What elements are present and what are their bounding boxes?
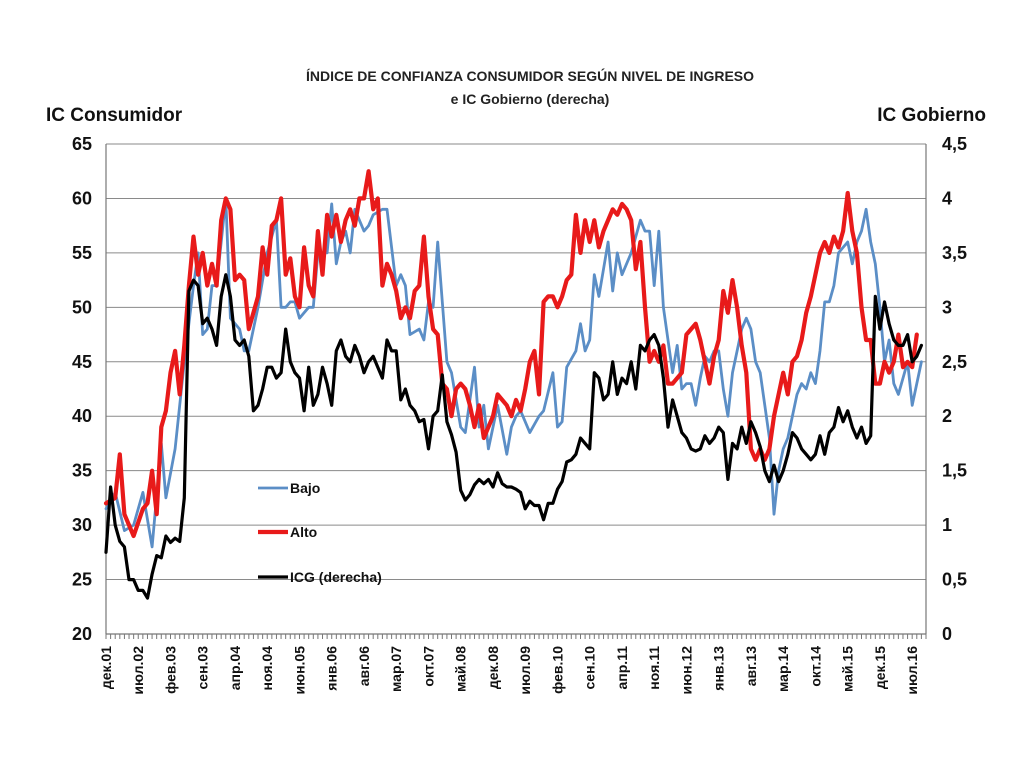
series-lines	[103, 169, 924, 600]
x-tick-label: май.08	[453, 646, 469, 692]
chart-title: ÍNDICE DE CONFIANZA CONSUMIDOR SEGÚN NIV…	[306, 67, 754, 84]
y-tick-label-right: 1	[942, 515, 952, 535]
y-tick-label-left: 60	[72, 188, 92, 208]
series-line-alto	[103, 169, 919, 539]
legend-label: Alto	[290, 524, 317, 540]
y-tick-label-right: 4,5	[942, 134, 967, 154]
y-tick-label-right: 2,5	[942, 352, 967, 372]
legend-label: ICG (derecha)	[290, 569, 382, 585]
y-tick-label-left: 30	[72, 515, 92, 535]
legend-label: Bajo	[290, 480, 320, 496]
x-tick-label: сен.03	[195, 646, 211, 690]
x-tick-label: окт.14	[807, 646, 823, 687]
x-tick-label: июл.02	[130, 646, 146, 695]
x-tick-label: июн.12	[678, 646, 694, 695]
x-tick-label: фев.03	[162, 646, 178, 694]
y-tick-label-left: 20	[72, 624, 92, 644]
y-tick-label-left: 50	[72, 297, 92, 317]
y-tick-label-right: 4	[942, 188, 952, 208]
y-tick-label-left: 35	[72, 461, 92, 481]
y-tick-label-left: 25	[72, 570, 92, 590]
y-tick-label-right: 0	[942, 624, 952, 644]
x-tick-label: сен.10	[582, 646, 598, 690]
chart-subtitle: e IC Gobierno (derecha)	[451, 91, 610, 107]
x-tick-label: апр.04	[227, 646, 243, 690]
y-tick-label-left: 65	[72, 134, 92, 154]
y-tick-label-right: 3	[942, 297, 952, 317]
y-tick-label-left: 45	[72, 352, 92, 372]
x-tick-label: янв.13	[711, 646, 727, 691]
x-tick-label: дек.08	[485, 646, 501, 689]
series-line-icg-derecha	[104, 273, 924, 600]
y-tick-label-right: 3,5	[942, 243, 967, 263]
x-tick-label: мар.14	[775, 646, 791, 692]
axes	[105, 144, 927, 639]
x-tick-label: май.15	[840, 646, 856, 692]
y-tick-label-left: 55	[72, 243, 92, 263]
x-tick-label: янв.06	[324, 646, 340, 691]
x-tick-label: дек.01	[98, 646, 114, 689]
x-tick-label: ноя.04	[259, 646, 275, 691]
x-tick-label: дек.15	[872, 646, 888, 689]
x-ticks: дек.01 июл.02 фев.03 сен.03 апр.04 ноя.04 июн.…	[98, 646, 920, 695]
y-axis-title-left: IC Consumidor	[46, 105, 183, 126]
y-tick-label-left: 40	[72, 406, 92, 426]
legend: Bajo Alto ICG (derecha)	[258, 480, 382, 585]
x-tick-label: апр.11	[614, 646, 630, 690]
x-tick-label: ноя.11	[646, 646, 662, 690]
y-tick-label-right: 0,5	[942, 570, 967, 590]
series-line-bajo	[104, 196, 923, 549]
x-tick-label: авг.06	[356, 646, 372, 686]
x-tick-label: окт.07	[420, 646, 436, 687]
x-tick-label: авг.13	[743, 646, 759, 686]
x-tick-label: июл.16	[904, 646, 920, 695]
x-tick-label: мар.07	[388, 646, 404, 692]
y-axis-title-right: IC Gobierno	[877, 105, 986, 126]
y-ticks-left: 65 60 55 50 45 40 35 30 25 20	[72, 134, 92, 644]
y-tick-label-right: 2	[942, 406, 952, 426]
x-tick-label: фев.10	[549, 646, 565, 694]
y-tick-label-right: 1,5	[942, 461, 967, 481]
x-tick-label: июл.09	[517, 646, 533, 695]
x-tick-label: июн.05	[291, 646, 307, 695]
y-ticks-right: 4,5 4 3,5 3 2,5 2 1,5 1 0,5 0	[942, 134, 967, 644]
